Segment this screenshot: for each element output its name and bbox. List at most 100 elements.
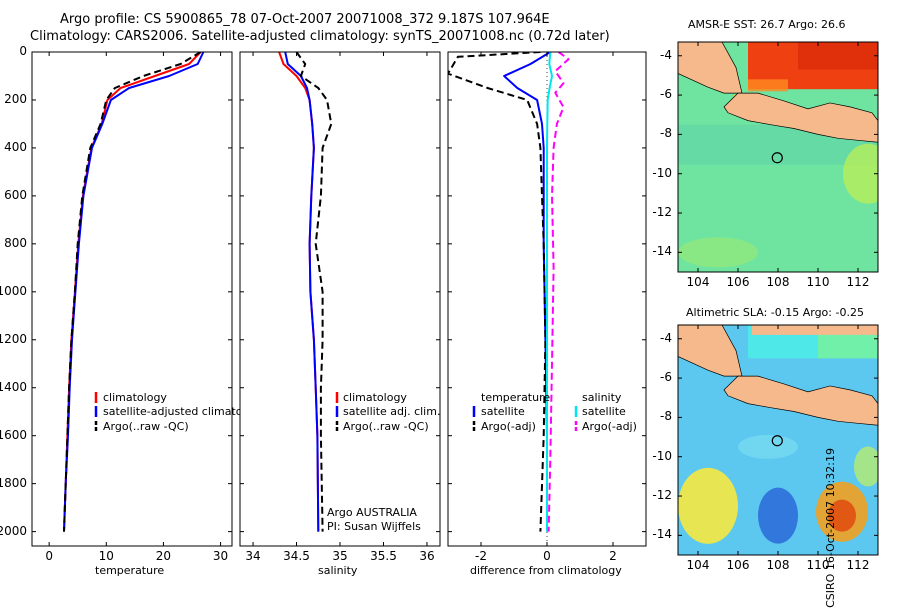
map-sla-title: Altimetric SLA: -0.15 Argo: -0.25 (686, 306, 864, 319)
map1-field (678, 42, 878, 272)
sal-series-satellite-adj-clim (284, 52, 320, 532)
map1-ytick-label: -4 (660, 47, 672, 62)
figure-title-line2: Climatology: CARS2006. Satellite-adjuste… (30, 29, 610, 44)
land-java (723, 92, 878, 143)
argo-float-marker (771, 435, 783, 447)
depth-tick-label: 1400 (0, 379, 27, 394)
temp-series-climatology (63, 52, 202, 532)
argo-note-2: PI: Susan Wijffels (327, 520, 421, 533)
legend-diff-sal-satellite: satellite (582, 405, 626, 418)
temp-series-satellite-adjusted-climatology (63, 52, 205, 532)
temp-xtick-label: 10 (98, 549, 114, 563)
depth-tick-label: 0 (19, 44, 27, 58)
map1-ytick-label: -12 (652, 205, 672, 220)
temp-xtick-label: 30 (212, 549, 229, 563)
csiro-stamp: CSIRO 16-Oct-2007 10:32:19 (824, 448, 837, 608)
depth-tick-label: 1600 (0, 427, 27, 442)
depth-tick-label: 1800 (0, 475, 27, 490)
diff-series-temperature-satellite (503, 52, 551, 532)
map1-xtick-label: 108 (766, 275, 790, 289)
map2-xtick-label: 112 (846, 558, 870, 572)
map1-ytick-label: -6 (660, 87, 672, 102)
temp-plot-area (63, 52, 205, 532)
temp-xtick-label: 0 (45, 549, 53, 563)
sal-series-argo-raw-qc (295, 52, 333, 532)
map2-xtick-label: 108 (766, 558, 790, 572)
land-sumatra (678, 42, 743, 94)
temp-series-argo-raw-qc (63, 52, 202, 532)
map2-ytick-label: -4 (660, 330, 672, 345)
map2-ytick-label: -8 (660, 409, 672, 424)
map2-xtick-label: 104 (686, 558, 710, 572)
sst-hot-edge (748, 79, 788, 92)
legend-sal-satellite: satellite adj. clim. (343, 405, 441, 418)
sla-green-east (854, 446, 878, 487)
land-java (723, 375, 878, 426)
map1-ytick-label: -8 (660, 126, 672, 141)
sal-plot-area (278, 52, 333, 532)
diff-series-temperature-argo-adj (448, 52, 547, 532)
legend-sal-argo: Argo(..raw -QC) (343, 420, 429, 433)
sal-xtick-label: 34 (245, 549, 261, 563)
sal-xtick-label: 35.5 (370, 549, 397, 563)
sst-warm-patch (843, 143, 878, 204)
depth-tick-label: 600 (4, 187, 27, 202)
temp-xtick-label: 20 (155, 549, 172, 563)
sal-xtick-label: 34.5 (283, 549, 310, 563)
legend-sal-climatology: climatology (343, 391, 407, 404)
legend-diff-temp-argo: Argo(-adj) (481, 420, 536, 433)
depth-tick-label: 2000 (0, 523, 27, 538)
map1-ytick-label: -10 (652, 165, 672, 180)
legend-diff-sal-argo: Argo(-adj) (582, 420, 637, 433)
sla-blue-low (758, 487, 798, 544)
sla-high-core (828, 499, 856, 532)
sal-xtick-label: 36 (419, 549, 435, 563)
diff-series-salinity-argo-adj (547, 52, 570, 532)
map1-xtick-label: 106 (726, 275, 750, 289)
map2-field (678, 325, 878, 555)
map2-xtick-label: 106 (726, 558, 750, 572)
sal-panel-frame (239, 51, 441, 547)
map1-xtick-label: 110 (806, 275, 830, 289)
depth-tick-label: 800 (4, 235, 27, 250)
map1-xtick-label: 112 (846, 275, 870, 289)
diff-xtick-label: 0 (543, 549, 551, 563)
map1-xtick-label: 104 (686, 275, 710, 289)
map2-ytick-label: -10 (652, 448, 672, 463)
temp-panel-frame (31, 51, 233, 547)
legend-temp-argo: Argo(..raw -QC) (103, 420, 189, 433)
map-sst-title: AMSR-E SST: 26.7 Argo: 26.6 (688, 18, 846, 31)
sla-yellow-west (678, 467, 738, 544)
diff-series-salinity-satellite (546, 52, 553, 532)
sst-hot-core (798, 42, 878, 70)
temp-xlabel: temperature (95, 564, 165, 577)
diff-xtick-label: -2 (475, 549, 487, 563)
sal-xtick-label: 35 (332, 549, 348, 563)
figure-canvas (31, 41, 879, 556)
land-north (752, 325, 878, 335)
sst-warm-patch-south (678, 237, 758, 268)
diff-xlabel: difference from climatology (470, 564, 622, 577)
diff-xtick-label: 2 (609, 549, 617, 563)
legend-diff-temp-head: temperature (481, 391, 551, 404)
depth-tick-label: 400 (4, 139, 27, 154)
depth-tick-label: 1000 (0, 283, 27, 298)
diff-plot-area (448, 52, 570, 532)
legend-diff-temp-satellite: satellite (481, 405, 525, 418)
sal-xlabel: salinity (318, 564, 358, 577)
legend-temp-climatology: climatology (103, 391, 167, 404)
sla-light-band (738, 434, 798, 459)
legend-temp-satellite: satellite-adjusted climatology (103, 405, 240, 418)
map2-ytick-label: -14 (652, 527, 672, 542)
argo-float-marker (771, 152, 783, 164)
argo-note-1: Argo AUSTRALIA (327, 506, 417, 519)
map2-xtick-label: 110 (806, 558, 830, 572)
legend-diff-sal-head: salinity (582, 391, 622, 404)
map1-ytick-label: -14 (652, 244, 672, 259)
depth-tick-label: 200 (4, 91, 27, 106)
map2-ytick-label: -12 (652, 488, 672, 503)
land-sumatra (678, 325, 743, 377)
map2-ytick-label: -6 (660, 370, 672, 385)
depth-tick-label: 1200 (0, 331, 27, 346)
figure-title-line1: Argo profile: CS 5900865_78 07-Oct-2007 … (60, 12, 550, 27)
